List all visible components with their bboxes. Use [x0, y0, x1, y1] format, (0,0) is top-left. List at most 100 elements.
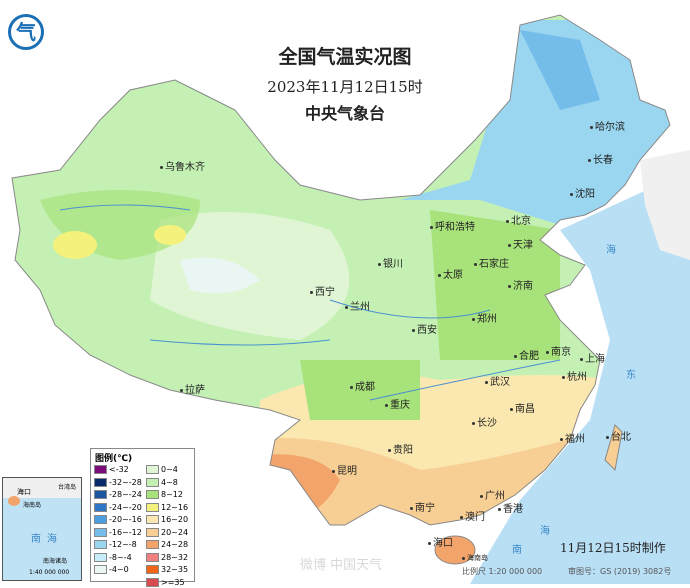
- region-northeast-colder: [520, 30, 600, 110]
- legend-item: <-32: [94, 465, 129, 475]
- region-cold-patch: [180, 257, 260, 294]
- legend-item: 28~32: [146, 552, 189, 563]
- map-number: 审图号：GS (2019) 3082号: [568, 567, 672, 576]
- region-northeast-cold: [400, 20, 670, 230]
- legend-label: -28~-24: [109, 490, 142, 499]
- city-label: 广州: [480, 491, 505, 503]
- sea-label: 东: [626, 370, 636, 381]
- legend-item: -12~-8: [94, 540, 137, 550]
- legend-item: -8~-4: [94, 552, 132, 563]
- city-label: 武汉: [485, 377, 510, 389]
- sea-label: 海: [606, 245, 616, 256]
- map-datetime: 2023年11月12日15时: [267, 78, 423, 96]
- legend-item: 32~35: [146, 565, 188, 575]
- city-label: 合肥: [514, 351, 539, 363]
- legend-label: 4~8: [161, 477, 178, 487]
- city-label: 成都: [350, 382, 375, 394]
- legend-swatch: [94, 552, 107, 562]
- city-label: 哈尔滨: [590, 122, 625, 134]
- legend-label: -4~0: [109, 565, 129, 574]
- legend-swatch: [94, 502, 107, 512]
- city-label: 南京: [546, 347, 571, 359]
- inset-hainan: 海南岛: [23, 502, 42, 509]
- city-label: 福州: [560, 434, 585, 446]
- legend-label: 20~24: [161, 527, 189, 537]
- legend-label: <-32: [109, 465, 129, 474]
- inset-scale: 1:40 000 000: [29, 569, 70, 576]
- legend-swatch: [94, 527, 107, 537]
- city-label: 长沙: [472, 418, 497, 430]
- legend-label: 16~20: [161, 515, 189, 524]
- region-yellow-1: [53, 231, 97, 259]
- legend-label: >=35: [161, 577, 185, 587]
- city-label: 香港: [498, 504, 523, 516]
- legend-label: 24~28: [161, 540, 189, 549]
- legend-title: 图例(℃): [95, 454, 133, 464]
- inset-taiwan: 台湾岛: [58, 484, 77, 491]
- legend-item: 4~8: [146, 477, 178, 488]
- city-label: 杭州: [562, 372, 587, 384]
- city-label: 拉萨: [180, 385, 205, 397]
- city-label: 澳门: [460, 512, 485, 524]
- legend-label: 0~4: [161, 465, 178, 474]
- city-label: 南宁: [410, 503, 435, 515]
- legend-swatch: [94, 540, 107, 549]
- legend-item: -32~-28: [94, 477, 142, 488]
- legend-item: -20~-16: [94, 515, 142, 525]
- legend-item: 8~12: [146, 490, 183, 500]
- legend-swatch: [146, 477, 159, 487]
- legend-swatch: [94, 515, 107, 524]
- legend-label: -32~-28: [109, 477, 142, 487]
- city-label: 呼和浩特: [430, 222, 475, 234]
- city-label: 郑州: [472, 314, 497, 326]
- legend-label: 12~16: [161, 502, 189, 512]
- inset-islands: 南海诸岛: [43, 558, 68, 565]
- inset-sea: 南海: [31, 534, 63, 545]
- legend-item: >=35: [146, 577, 185, 588]
- legend-swatch: [146, 565, 159, 574]
- cma-logo: 气: [8, 14, 44, 50]
- legend-item: -24~-20: [94, 502, 142, 513]
- legend-item: 20~24: [146, 527, 189, 538]
- city-label: 西安: [412, 325, 437, 337]
- city-label: 海口: [428, 538, 453, 550]
- legend-label: -8~-4: [109, 552, 132, 562]
- city-label: 昆明: [332, 466, 357, 478]
- made-time: 11月12日15时制作: [560, 541, 666, 555]
- legend-item: 0~4: [146, 465, 178, 475]
- legend-item: -28~-24: [94, 490, 142, 500]
- legend-label: -24~-20: [109, 502, 142, 512]
- legend-swatch: [146, 577, 159, 587]
- region-yellow-2: [154, 225, 186, 245]
- city-label: 重庆: [385, 400, 410, 412]
- city-label: 北京: [506, 216, 531, 228]
- legend-item: -16~-12: [94, 527, 142, 538]
- legend-swatch: [94, 477, 107, 487]
- scale-text: 比例尺 1:20 000 000: [462, 567, 543, 576]
- city-label: 银川: [378, 259, 403, 271]
- city-label: 济南: [508, 281, 533, 293]
- south-china-sea-inset: 海口 海南岛 台湾岛 南海 南海诸岛 1:40 000 000: [2, 477, 82, 581]
- legend-label: -20~-16: [109, 515, 142, 524]
- city-label: 乌鲁木齐: [160, 162, 205, 174]
- legend-swatch: [94, 465, 107, 474]
- city-label: 上海: [580, 354, 605, 366]
- city-label: 台北: [606, 432, 631, 444]
- hainan-label: 海南岛: [462, 552, 488, 564]
- legend-swatch: [146, 502, 159, 512]
- inset-haikou: 海口: [17, 488, 31, 496]
- legend-swatch: [146, 465, 159, 474]
- legend: 图例(℃) <-32 -32~-28 -28~-24 -24~-20 -20~-16 -1…: [90, 448, 195, 587]
- legend-item: -4~0: [94, 565, 129, 575]
- sea-area: [470, 170, 690, 584]
- legend-swatch: [146, 490, 159, 499]
- city-label: 贵阳: [388, 445, 413, 457]
- legend-swatch: [146, 515, 159, 524]
- legend-label: 28~32: [161, 552, 189, 562]
- sea-label: 南: [512, 545, 522, 556]
- city-label: 石家庄: [474, 259, 509, 271]
- city-label: 天津: [508, 240, 533, 252]
- legend-label: -16~-12: [109, 527, 142, 537]
- city-label: 兰州: [345, 302, 370, 314]
